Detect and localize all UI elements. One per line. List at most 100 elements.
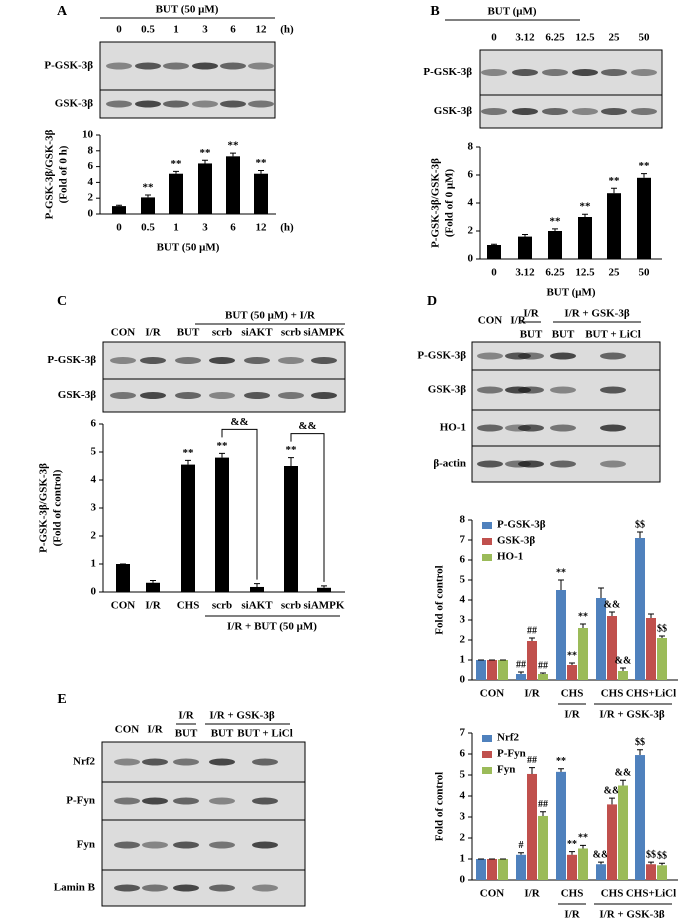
error-bar	[518, 671, 524, 674]
x-tick-label: 25	[609, 267, 621, 279]
blot-band	[209, 841, 235, 849]
significance: **	[609, 175, 621, 187]
legend-label: HO-1	[497, 551, 523, 563]
bar	[169, 173, 183, 214]
lane-label: BUT + LiCl	[585, 329, 641, 341]
y-tick-label: 4	[460, 790, 466, 802]
panel-label: D	[427, 294, 437, 309]
error-bar	[230, 152, 236, 157]
x-tick-label: I/R	[524, 688, 540, 700]
blot-band	[142, 841, 168, 849]
bar	[498, 660, 508, 680]
significance: **	[256, 157, 268, 169]
blot-band	[572, 108, 598, 115]
blot-band	[142, 884, 168, 892]
blot-band	[518, 386, 544, 394]
lane-label: scrb	[281, 327, 301, 339]
significance: $$	[635, 519, 645, 530]
lane-label: BUT	[177, 327, 200, 339]
x-tick-label: CON	[111, 600, 136, 612]
bar	[567, 665, 577, 680]
lane-group-label: I/R	[523, 308, 539, 320]
bar	[146, 582, 160, 592]
bar	[476, 660, 486, 680]
blot-band	[477, 424, 503, 432]
error-bar	[582, 213, 588, 217]
blot-band	[114, 758, 140, 766]
lane-label: 0.5	[141, 24, 155, 36]
blot-band	[163, 62, 189, 70]
y-tick-label: 0	[91, 586, 97, 598]
y-axis-label: (Fold of 0 h)	[58, 145, 70, 203]
blot-band	[477, 386, 503, 394]
error-bar	[609, 611, 615, 616]
blot-band	[600, 460, 626, 468]
error-bar	[620, 667, 626, 671]
blot-band	[518, 424, 544, 432]
significance: $$	[646, 849, 656, 860]
blot-band	[135, 62, 161, 70]
y-tick-label: 7	[460, 534, 466, 546]
y-tick-label: 10	[82, 129, 94, 141]
x-tick-label: CHS+LiCl	[626, 888, 676, 900]
x-tick-label: 12.5	[575, 267, 595, 279]
blot-row-label: P-GSK-3β	[423, 66, 472, 78]
x-tick-label: 1	[173, 222, 179, 234]
lane-label: I/R	[510, 315, 526, 327]
bar	[596, 598, 606, 680]
legend-label: Nrf2	[497, 732, 519, 744]
legend-swatch	[482, 522, 492, 529]
panel-label: C	[57, 294, 67, 309]
lane-group-label: I/R	[178, 710, 194, 722]
error-bar	[580, 844, 586, 849]
x-tick-label: CHS+LiCl	[626, 688, 676, 700]
blot-band	[542, 108, 568, 115]
bracket-label: &&	[230, 416, 248, 428]
y-tick-label: 0	[468, 253, 474, 265]
error-bar	[518, 852, 524, 855]
significance: **	[183, 447, 195, 459]
x-tick-label: 0	[116, 222, 122, 234]
bar	[538, 674, 548, 680]
blot-band	[248, 62, 274, 70]
significance: **	[286, 444, 298, 456]
blot-row-label: GSK-3β	[434, 105, 472, 117]
legend-swatch	[482, 751, 492, 758]
significance: $$	[635, 737, 645, 748]
blot-band	[248, 100, 274, 108]
blot-row-label: β-actin	[433, 458, 466, 470]
blot-band	[209, 357, 235, 364]
significance: **	[228, 140, 240, 152]
significance: ##	[538, 799, 548, 810]
error-bar	[491, 243, 497, 245]
lane-label: 0	[116, 24, 122, 36]
lane-label: 1	[173, 24, 179, 36]
legend-label: GSK-3β	[497, 535, 535, 547]
blot-row-label: Fyn	[77, 839, 95, 851]
blot-band	[110, 357, 136, 364]
significance: ##	[527, 625, 537, 636]
significance: **	[639, 160, 651, 172]
blot-band	[209, 392, 235, 399]
blot-band	[278, 357, 304, 364]
error-bar	[219, 452, 225, 458]
blot-band	[175, 392, 201, 399]
error-bar	[522, 234, 528, 237]
y-tick-label: 5	[460, 769, 466, 781]
error-bar	[611, 187, 617, 194]
lane-label: I/R	[145, 327, 161, 339]
y-axis-label: Fold of control	[434, 772, 446, 841]
bar	[556, 771, 566, 880]
y-tick-label: 4	[91, 474, 97, 486]
group-label: I/R + GSK-3β	[599, 709, 664, 721]
y-axis-label: P-GSK-3β/GSK-3β	[430, 158, 442, 248]
blot-band	[142, 758, 168, 766]
blot-band	[173, 758, 199, 766]
error-bar	[173, 170, 179, 174]
legend-swatch	[482, 767, 492, 774]
error-bar	[620, 779, 626, 786]
y-tick-label: 2	[460, 634, 466, 646]
x-tick-label: siAMPK	[304, 600, 345, 612]
x-tick-label: CHS	[561, 888, 584, 900]
y-axis-label: (Fold of 0 μM)	[444, 169, 456, 238]
